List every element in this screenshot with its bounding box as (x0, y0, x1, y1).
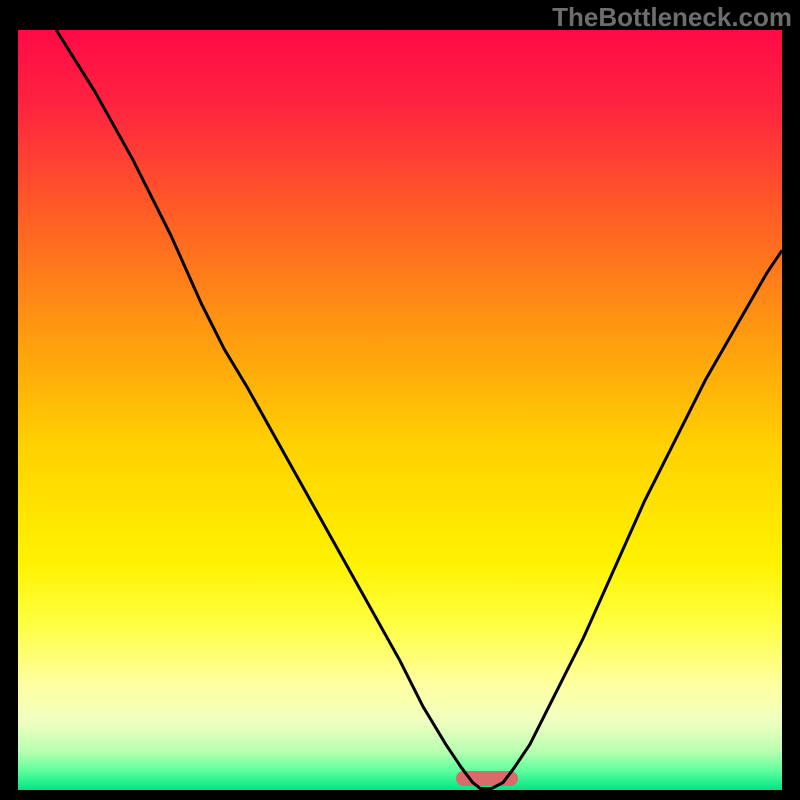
watermark-text: TheBottleneck.com (552, 2, 792, 33)
bottleneck-curve (18, 30, 782, 790)
chart-frame: TheBottleneck.com (0, 0, 800, 800)
plot-area (18, 30, 782, 790)
